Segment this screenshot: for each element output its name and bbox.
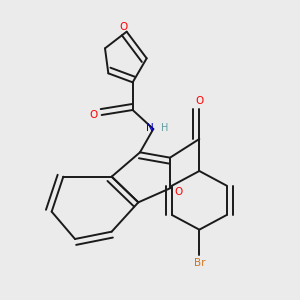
Text: O: O [119, 22, 128, 32]
Text: H: H [160, 123, 168, 133]
Text: O: O [174, 187, 182, 197]
Text: Br: Br [194, 258, 205, 268]
Text: N: N [146, 123, 154, 133]
Text: O: O [89, 110, 98, 120]
Text: O: O [195, 96, 203, 106]
